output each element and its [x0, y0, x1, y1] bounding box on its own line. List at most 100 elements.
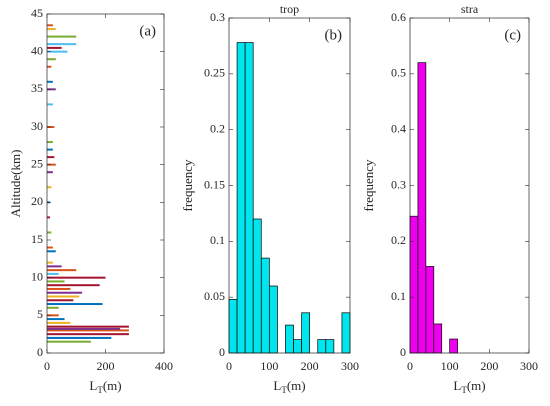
bar — [47, 321, 71, 324]
x-tick-label: 300 — [520, 359, 538, 373]
bar — [317, 339, 327, 354]
bar — [47, 46, 62, 49]
bar — [47, 58, 56, 61]
bar — [228, 299, 238, 354]
bar — [47, 50, 68, 53]
x-axis-label-unit: (m) — [103, 378, 122, 393]
bar — [433, 323, 443, 354]
x-tick-label: 100 — [260, 359, 278, 373]
y-tick-label: 0.05 — [204, 289, 225, 303]
bar — [47, 318, 65, 321]
bar — [47, 327, 121, 330]
panel: 0 200 400 0 5 10 15 20 25 30 35 40 45 (a) Altitude(km)… — [8, 6, 173, 395]
bar — [409, 215, 419, 354]
bar — [260, 257, 270, 354]
bar — [47, 284, 100, 287]
y-tick-label: 5 — [37, 307, 43, 321]
panel-label: (c) — [504, 27, 521, 43]
bar — [268, 285, 278, 354]
bar — [47, 156, 55, 159]
bar — [47, 216, 50, 219]
y-tick-label: 40 — [31, 43, 43, 57]
y-tick-label: 25 — [31, 156, 43, 170]
x-tick-label: 300 — [341, 359, 359, 373]
bar — [47, 231, 52, 234]
bar — [449, 338, 458, 354]
bar — [47, 336, 112, 339]
x-tick-label: 400 — [155, 359, 173, 373]
x-axis-label-sub: T — [281, 385, 287, 395]
bar — [47, 314, 59, 317]
bar — [47, 163, 56, 166]
bar — [293, 339, 302, 354]
x-axis-label: LT(m) — [89, 378, 121, 395]
bar — [325, 339, 335, 354]
bar — [47, 269, 77, 272]
bar — [47, 272, 59, 275]
bar — [47, 280, 65, 283]
y-tick-label: 0.5 — [391, 66, 406, 80]
x-tick-label: 0 — [44, 359, 50, 373]
y-tick-label: 0.25 — [204, 66, 225, 80]
bar — [244, 42, 254, 354]
panel: 0 100 200 300 0 0.1 0.2 0.3 0.4 0.5 0.6 stra (c) freq… — [361, 2, 538, 395]
bar — [417, 62, 427, 354]
bar — [47, 261, 53, 264]
bar — [47, 103, 53, 106]
x-axis-label: LT(m) — [273, 378, 305, 395]
bar — [341, 312, 351, 354]
bar — [47, 28, 56, 31]
bar — [425, 266, 435, 354]
x-tick-label: 100 — [441, 359, 459, 373]
x-axis-label-sub: T — [97, 385, 103, 395]
bar — [47, 43, 77, 46]
x-tick-label: 0 — [407, 359, 413, 373]
x-tick-label: 200 — [301, 359, 319, 373]
panel-label: (b) — [325, 27, 343, 43]
x-tick-label: 200 — [97, 359, 115, 373]
bar — [47, 148, 53, 151]
x-tick-label: 0 — [226, 359, 232, 373]
bar — [47, 65, 52, 68]
y-tick-label: 0.4 — [391, 121, 406, 135]
bar — [47, 329, 129, 332]
bar — [47, 24, 53, 27]
bar — [252, 218, 262, 354]
y-tick-label: 0 — [37, 345, 43, 359]
bar — [47, 186, 52, 189]
bar — [47, 325, 129, 328]
axes-frame — [46, 13, 165, 354]
y-tick-label: 0 — [219, 345, 225, 359]
bar — [47, 295, 80, 298]
panel-title: stra — [461, 2, 479, 16]
y-tick-label: 0.3 — [210, 10, 225, 24]
x-axis-label-main: L — [453, 378, 461, 393]
bar — [47, 287, 71, 290]
bar — [301, 312, 311, 354]
y-tick-label: 20 — [31, 194, 43, 208]
y-tick-label: 10 — [31, 269, 43, 283]
bar — [47, 141, 53, 144]
y-tick-label: 0.2 — [391, 233, 406, 247]
y-axis-label: frequency — [361, 159, 376, 211]
x-axis-label-main: L — [273, 378, 281, 393]
bar — [236, 42, 246, 354]
x-tick-label: 200 — [480, 359, 498, 373]
y-tick-label: 0.15 — [204, 177, 225, 191]
y-tick-label: 35 — [31, 81, 43, 95]
y-axis-label: Altitude(km) — [8, 150, 23, 218]
bar — [47, 171, 53, 174]
x-axis-label: LT(m) — [453, 378, 485, 395]
panel-title: trop — [280, 2, 299, 16]
bar — [47, 303, 103, 306]
y-tick-label: 0.1 — [391, 289, 406, 303]
y-tick-label: 0.1 — [210, 233, 225, 247]
x-axis-label-sub: T — [461, 385, 467, 395]
bar — [47, 340, 91, 343]
x-axis-label-main: L — [89, 378, 97, 393]
bar — [47, 276, 106, 279]
y-tick-label: 0.6 — [391, 10, 406, 24]
panel: 0 100 200 300 0 0.05 0.1 0.15 0.2 0.25 0.3 trop (b) f… — [180, 2, 359, 395]
panel-label: (a) — [139, 23, 156, 39]
